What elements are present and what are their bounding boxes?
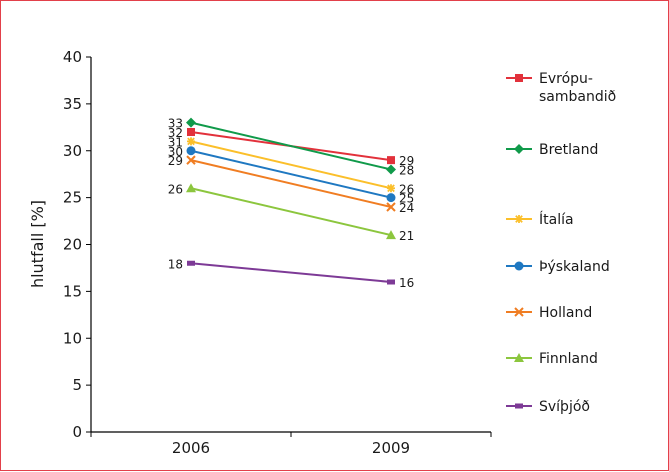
data-label: 18 bbox=[168, 257, 183, 271]
legend-marker bbox=[514, 307, 524, 317]
data-point bbox=[186, 155, 196, 165]
y-tick-label: 15 bbox=[63, 282, 82, 300]
data-point bbox=[186, 146, 196, 156]
legend-label: Holland bbox=[539, 305, 592, 321]
y-tick-label: 40 bbox=[63, 48, 82, 66]
y-tick-label: 0 bbox=[72, 423, 82, 441]
data-point bbox=[387, 279, 395, 285]
data-label: 24 bbox=[399, 201, 414, 215]
data-point bbox=[386, 193, 396, 203]
data-point bbox=[386, 164, 396, 175]
data-point bbox=[387, 184, 395, 193]
data-label: 30 bbox=[168, 145, 183, 159]
y-tick-label: 5 bbox=[72, 376, 82, 394]
series-line bbox=[190, 121, 392, 171]
series-line bbox=[190, 140, 392, 190]
series-line bbox=[190, 187, 392, 237]
data-label: 26 bbox=[399, 182, 414, 196]
legend-marker bbox=[514, 261, 524, 271]
series-lines bbox=[190, 121, 392, 283]
data-point bbox=[186, 183, 196, 193]
data-label: 21 bbox=[399, 229, 414, 243]
data-point bbox=[386, 230, 396, 240]
y-tick-label: 35 bbox=[63, 95, 82, 113]
data-point bbox=[187, 260, 195, 266]
legend-label: Ítalía bbox=[539, 211, 574, 228]
data-point bbox=[387, 156, 395, 165]
legend-marker bbox=[515, 403, 523, 409]
data-label: 25 bbox=[399, 192, 414, 206]
y-tick-label: 10 bbox=[63, 329, 82, 347]
legend-label: Finnland bbox=[539, 351, 598, 367]
data-label: 29 bbox=[399, 154, 414, 168]
data-label: 33 bbox=[168, 117, 183, 131]
data-point bbox=[386, 202, 396, 212]
series-line bbox=[190, 159, 392, 208]
legend-marker bbox=[515, 74, 523, 82]
series-line bbox=[190, 262, 392, 283]
data-label: 32 bbox=[168, 126, 183, 140]
legend-marker bbox=[514, 144, 524, 154]
legend-marker bbox=[515, 215, 523, 223]
x-tick-label: 2009 bbox=[372, 439, 410, 457]
series-line bbox=[190, 149, 392, 199]
legend-marker bbox=[514, 353, 524, 362]
legend-label: Svíþjóð bbox=[539, 399, 590, 415]
data-point bbox=[186, 117, 196, 128]
y-axis-label: hlutfall [%] bbox=[28, 200, 47, 288]
data-label: 31 bbox=[168, 135, 183, 149]
legend-label: Evrópu- bbox=[539, 71, 593, 87]
data-labels: 32 29 33 28 31 26 30 25 29 24 26 21 18 16 bbox=[168, 117, 415, 290]
y-tick-label: 25 bbox=[63, 189, 82, 207]
y-tick-label: 30 bbox=[63, 142, 82, 160]
data-label: 16 bbox=[399, 276, 414, 290]
x-tick-label: 2006 bbox=[172, 439, 210, 457]
data-label: 28 bbox=[399, 164, 414, 178]
legend-label: sambandið bbox=[539, 89, 616, 105]
axes: 0 5 10 15 20 25 30 35 40 2006 2009 bbox=[63, 48, 492, 457]
data-point bbox=[187, 128, 195, 136]
legend: Evrópu-sambandið Bretland Ítalía Þýskaland H… bbox=[506, 71, 616, 415]
data-label: 29 bbox=[168, 154, 183, 168]
y-tick-label: 20 bbox=[63, 236, 82, 254]
data-label: 26 bbox=[168, 182, 183, 196]
series-markers bbox=[186, 117, 396, 285]
legend-label: Þýskaland bbox=[539, 259, 610, 275]
data-point bbox=[187, 137, 195, 146]
legend-label: Bretland bbox=[539, 142, 598, 158]
